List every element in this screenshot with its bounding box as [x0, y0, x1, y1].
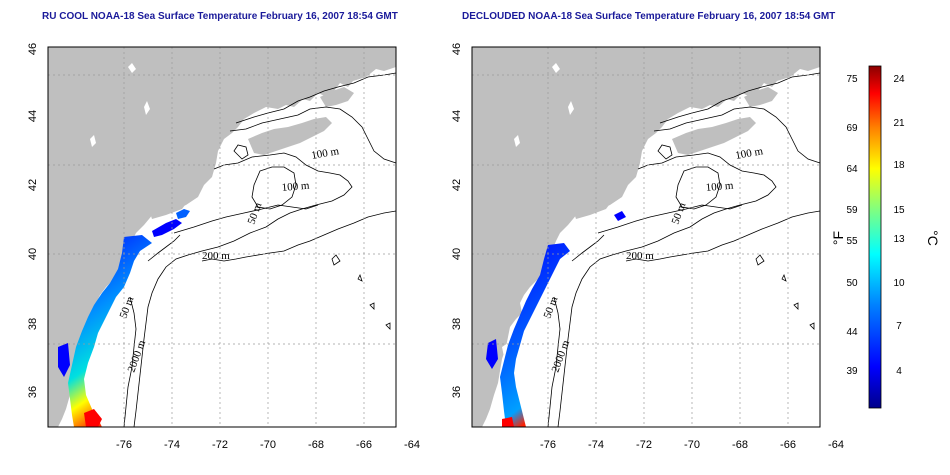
fahrenheit-tick-label: 59 — [846, 205, 858, 216]
lat-tick-label: 38 — [27, 318, 39, 330]
right-map-title: DECLOUDED NOAA-18 Sea Surface Temperatur… — [462, 11, 836, 22]
celsius-tick-label: 4 — [896, 366, 902, 377]
lon-tick-label: -68 — [732, 439, 748, 451]
fahrenheit-tick-label: 55 — [846, 236, 858, 247]
contour-label-100m-north: 100 m — [310, 145, 340, 162]
lat-tick-label: 40 — [27, 248, 39, 260]
celsius-tick-label: 7 — [896, 321, 902, 332]
map-frame — [471, 46, 821, 428]
lon-tick-label: -66 — [356, 439, 372, 451]
lon-tick-label: -76 — [116, 439, 132, 451]
lon-tick-label: -72 — [636, 439, 652, 451]
lat-tick-label: 44 — [451, 110, 463, 122]
celsius-unit-label: °C — [925, 230, 941, 246]
fahrenheit-tick-label: 64 — [846, 164, 858, 175]
contour-label-100m-basin: 100 m — [281, 180, 310, 194]
lon-tick-label: -72 — [212, 439, 228, 451]
fahrenheit-tick-label: 44 — [846, 327, 858, 338]
map-gridlines — [472, 47, 820, 427]
contour-label-100m-basin: 100 m — [705, 180, 734, 194]
lat-tick-label: 42 — [451, 179, 463, 191]
celsius-tick-label: 18 — [893, 160, 905, 171]
left-map-title: RU COOL NOAA-18 Sea Surface Temperature … — [42, 11, 398, 22]
map-frame — [47, 46, 397, 428]
contour-label-200m: 200 m — [626, 250, 654, 262]
lon-tick-label: -64 — [828, 439, 844, 451]
celsius-tick-label: 13 — [893, 234, 905, 245]
lon-tick-label: -66 — [780, 439, 796, 451]
colorbar-gradient — [868, 65, 882, 409]
right-lat-axis: 36 38 40 42 44 46 — [451, 43, 463, 398]
fahrenheit-tick-label: 69 — [846, 123, 858, 134]
lat-tick-label: 44 — [27, 110, 39, 122]
lon-tick-label: -74 — [588, 439, 604, 451]
lon-tick-label: -70 — [684, 439, 700, 451]
sst-warm-core — [84, 409, 102, 427]
sst-cape-patch — [176, 209, 190, 219]
lat-tick-label: 42 — [27, 179, 39, 191]
lon-tick-label: -74 — [164, 439, 180, 451]
colorbar-fahrenheit-ticks: 75 69 64 59 55 50 44 39 — [846, 74, 858, 377]
right-sst-map: 100 m 100 m 50 m 200 m 50 m 2000 m — [471, 46, 821, 428]
sst-bay-patch — [486, 339, 498, 369]
lon-tick-label: -70 — [260, 439, 276, 451]
lat-tick-label: 38 — [451, 318, 463, 330]
fahrenheit-tick-label: 39 — [846, 366, 858, 377]
lon-tick-label: -76 — [540, 439, 556, 451]
sst-coastal-swath — [68, 235, 152, 427]
sst-north-patch — [152, 219, 182, 237]
lat-tick-label: 46 — [27, 43, 39, 55]
contour-label-100m-north: 100 m — [734, 145, 764, 162]
left-lat-axis: 36 38 40 42 44 46 — [27, 43, 39, 398]
sst-coastal-swath — [500, 243, 570, 427]
map-gridlines — [48, 47, 396, 427]
lat-tick-label: 36 — [451, 386, 463, 398]
contour-label-200m: 200 m — [202, 250, 230, 262]
lon-tick-label: -68 — [308, 439, 324, 451]
celsius-tick-label: 10 — [893, 278, 905, 289]
fahrenheit-tick-label: 50 — [846, 278, 858, 289]
sst-warm-core — [502, 417, 514, 427]
celsius-tick-label: 21 — [893, 118, 905, 129]
celsius-tick-label: 15 — [893, 205, 905, 216]
fahrenheit-unit-label: °F — [830, 231, 846, 245]
lat-tick-label: 40 — [451, 248, 463, 260]
lat-tick-label: 36 — [27, 386, 39, 398]
celsius-tick-label: 24 — [893, 74, 905, 85]
sst-north-patch — [614, 211, 626, 221]
right-lon-axis: -76 -74 -72 -70 -68 -66 -64 — [540, 439, 844, 451]
lat-tick-label: 46 — [451, 43, 463, 55]
sst-bay-patch — [58, 343, 70, 377]
lon-tick-label: -64 — [404, 439, 420, 451]
left-sst-map: 100 m 100 m 50 m 200 m 50 m 2000 m — [47, 46, 397, 428]
left-lon-axis: -76 -74 -72 -70 -68 -66 -64 — [116, 439, 420, 451]
fahrenheit-tick-label: 75 — [846, 74, 858, 85]
colorbar-celsius-ticks: 24 21 18 15 13 10 7 4 — [893, 74, 905, 377]
temperature-colorbar: 75 69 64 59 55 50 44 39 24 21 18 15 13 1… — [830, 65, 941, 409]
